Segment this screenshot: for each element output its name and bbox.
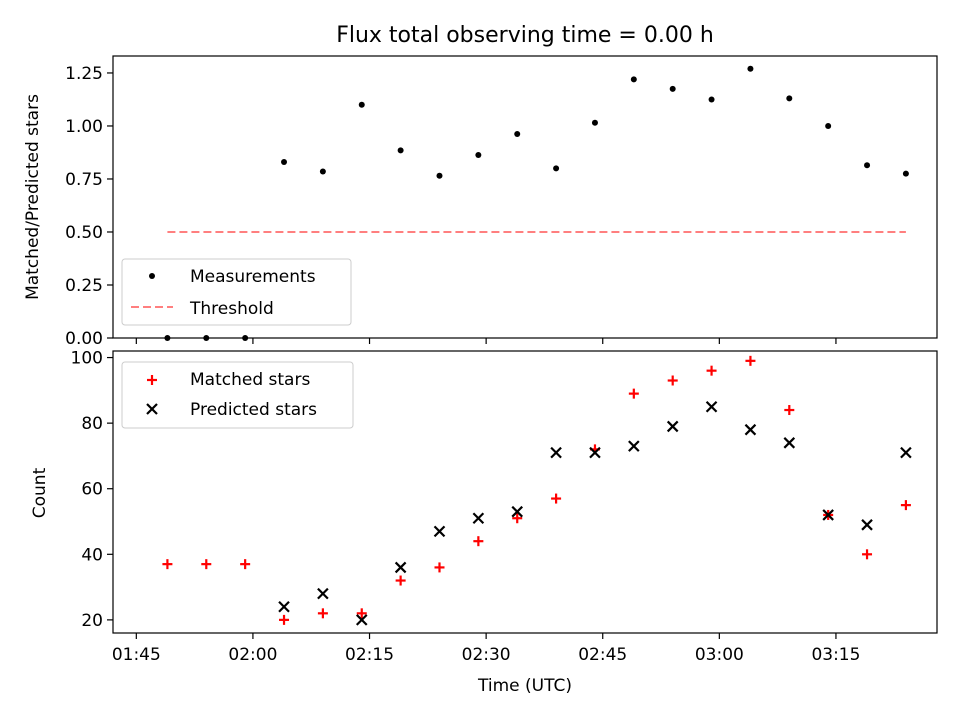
top-x-ticks (135, 338, 837, 344)
measurement-point (281, 159, 288, 166)
measurement-point (786, 95, 793, 102)
matched-star-point (356, 608, 367, 619)
predicted-star-point (744, 423, 757, 436)
predicted-star-point (628, 440, 640, 452)
legend-threshold-label: Threshold (189, 299, 274, 319)
legend-predicted-marker (146, 403, 158, 415)
measurement-point (475, 152, 482, 159)
top-ytick-label: 0.25 (65, 276, 103, 296)
predicted-star-point (666, 420, 679, 433)
bottom-xtick-label: 02:30 (462, 645, 511, 665)
top-axes-frame (112, 55, 938, 339)
top-ytick-label: 1.25 (65, 64, 103, 84)
bottom-ylabel: Count (30, 467, 50, 518)
measurement-point (319, 168, 326, 175)
bottom-ytick-label: 80 (81, 414, 103, 434)
bottom-plot-marks (162, 355, 912, 626)
bottom-x-ticks: 01:45 02:00 02:15 02:30 02:45 03:00 03:15 (112, 633, 860, 665)
matched-star-point (395, 575, 406, 586)
legend-matched-label: Matched stars (190, 370, 310, 390)
matched-star-point (745, 355, 756, 366)
top-ylabel: Matched/Predicted stars (23, 94, 43, 300)
top-plot-marks (164, 65, 909, 341)
matched-star-point (706, 365, 717, 376)
bottom-xtick-label: 01:45 (112, 645, 161, 665)
predicted-star-point (317, 587, 329, 600)
predicted-star-point (589, 446, 601, 459)
predicted-star-point (394, 561, 407, 574)
predicted-star-point (861, 519, 873, 531)
predicted-star-point (550, 446, 562, 459)
bottom-legend-box (121, 361, 354, 429)
measurement-point (747, 65, 754, 72)
bottom-xtick-label: 02:00 (228, 645, 277, 665)
matched-star-point (240, 559, 251, 570)
bottom-xtick-label: 03:15 (811, 645, 860, 665)
legend-measurements-label: Measurements (190, 267, 316, 287)
legend-predicted-label: Predicted stars (190, 400, 317, 420)
matched-star-point (512, 513, 523, 524)
matched-star-point (201, 559, 212, 570)
top-legend: Measurements Threshold (121, 258, 352, 326)
bottom-xtick-label: 02:15 (345, 645, 394, 665)
measurement-point (436, 172, 443, 179)
top-ytick-label: 1.00 (65, 117, 103, 137)
measurement-point (825, 122, 832, 129)
measurement-point (669, 85, 676, 92)
matched-star-point (667, 375, 678, 386)
top-ytick-label: 0.75 (65, 170, 103, 190)
bottom-y-ticks: 20 40 60 80 100 (71, 349, 113, 631)
measurement-point (902, 170, 909, 177)
bottom-ytick-label: 20 (81, 611, 103, 631)
measurement-point (397, 147, 404, 154)
bottom-legend: Matched stars Predicted stars (121, 361, 354, 429)
matched-star-point (473, 536, 484, 547)
predicted-star-point (900, 446, 912, 459)
measurement-point (358, 101, 365, 108)
matched-star-point (279, 614, 290, 625)
top-ytick-label: 0.50 (65, 223, 103, 243)
top-ytick-label: 0.00 (65, 329, 103, 349)
matched-star-point (317, 608, 328, 619)
predicted-star-point (355, 614, 368, 626)
measurement-point (864, 162, 871, 169)
top-panel: Flux total observing time = 0.00 h Match… (23, 23, 938, 349)
bottom-xlabel: Time (UTC) (477, 676, 572, 696)
matched-star-point (862, 549, 873, 560)
predicted-star-point (433, 525, 446, 538)
matched-star-point (784, 405, 795, 416)
measurement-point (708, 96, 715, 103)
measurement-point (514, 131, 521, 138)
matched-star-point (900, 500, 911, 511)
bottom-ytick-label: 60 (81, 480, 103, 500)
measurement-point (553, 165, 560, 172)
bottom-ytick-label: 100 (71, 349, 103, 369)
top-y-ticks: 0.00 0.25 0.50 0.75 1.00 1.25 (65, 64, 113, 349)
top-title: Flux total observing time = 0.00 h (336, 23, 714, 48)
matched-star-point (162, 559, 173, 570)
bottom-axes-frame (112, 350, 938, 634)
predicted-star-point (822, 509, 834, 521)
top-legend-box (121, 258, 352, 326)
measurement-point (630, 76, 637, 83)
legend-matched-marker (147, 375, 157, 385)
measurement-point (591, 119, 598, 126)
predicted-star-point (472, 512, 485, 525)
bottom-ytick-label: 40 (81, 545, 103, 565)
matched-star-point (551, 493, 562, 504)
bottom-xtick-label: 03:00 (695, 645, 744, 665)
predicted-star-point (783, 437, 796, 449)
bottom-xtick-label: 02:45 (578, 645, 627, 665)
predicted-star-point (705, 400, 718, 413)
matched-star-point (434, 562, 445, 573)
predicted-star-point (278, 600, 290, 613)
legend-measurements-marker (149, 273, 155, 279)
matched-star-point (628, 388, 639, 399)
predicted-star-point (511, 505, 524, 518)
